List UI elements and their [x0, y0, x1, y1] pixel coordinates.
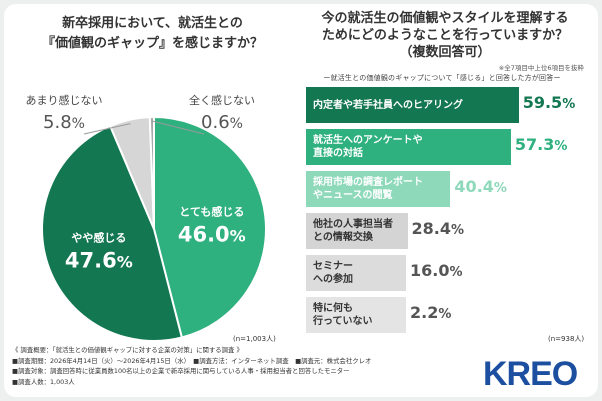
bar-5: セミナー への参加	[306, 255, 406, 291]
bar-label-4: 他社の人事担当者 との情報交換	[313, 219, 393, 243]
bar-row-3: 採用市場の調査レポート やニュースの閲覧 40.4%	[306, 168, 592, 210]
bar-6: 特に何も 行っていない	[306, 297, 406, 333]
footer-line3: ■調査対象：調査回答時に従業員数100名以上の企業で新卒採用に関与している人事・…	[12, 367, 350, 375]
pie-slice-label-2: やや感じる	[71, 231, 126, 245]
bar-row-4: 他社の人事担当者 との情報交換 28.4%	[306, 210, 592, 252]
bar-4: 他社の人事担当者 との情報交換	[306, 213, 408, 249]
bar-label-6: 特に何も 行っていない	[313, 303, 373, 327]
bar-2: 就活生へのアンケートや 直接の対話	[306, 129, 511, 165]
bar-row-2: 就活生へのアンケートや 直接の対話 57.3%	[306, 126, 592, 168]
bar-row-5: セミナー への参加 16.0%	[306, 252, 592, 294]
pie-slice-value-1: 46.0%	[178, 223, 246, 247]
bar-chart-title: 今の就活生の価値観やスタイルを理解する ためにどのようなことを行っていますか？ …	[300, 10, 590, 61]
pie-slice-value-3: 5.8%	[43, 112, 85, 133]
pie-slice-label-4: 全く感じない	[189, 93, 255, 107]
pie-slice-4	[148, 115, 155, 230]
bar-title-line2: ためにどのようなことを行っていますか？	[321, 28, 569, 43]
pie-leader-line-3	[83, 123, 131, 135]
bar-label-3: 採用市場の調査レポート やニュースの閲覧	[313, 177, 423, 201]
pie-slice-value-2: 47.6%	[65, 249, 133, 273]
bar-value-4: 28.4%	[411, 219, 465, 238]
bar-chart-note: ※全7項目中上位6項目を抜粋	[498, 64, 584, 72]
bar-value-2: 57.3%	[514, 135, 568, 154]
footer-line2: ■調査期間：2026年4月14日（火）〜2026年4月15日（水） ■調査方法：…	[12, 356, 372, 365]
pie-title-line2: 『価値観のギャップ』を感じますか？	[41, 36, 263, 51]
bar-3: 採用市場の調査レポート やニュースの閲覧	[306, 171, 451, 207]
pie-slice-label-3: あまり感じない	[26, 94, 103, 107]
bar-label-5: セミナー への参加	[313, 261, 353, 285]
pie-slice-1	[153, 115, 267, 339]
pie-slice-value-4: 0.6%	[201, 112, 243, 133]
bar-title-line1: 今の就活生の価値観やスタイルを理解する	[321, 11, 569, 26]
pie-leader-line-4	[151, 120, 205, 135]
bar-value-1: 59.5%	[522, 93, 576, 112]
bar-chart-subtitle: ー就活生との価値観のギャップについて「感じる」と回答した方が回答ー	[323, 74, 561, 82]
pie-chart-title: 新卒採用において、就活生との 『価値観のギャップ』を感じますか？	[20, 14, 285, 54]
pie-title-line1: 新卒採用において、就活生との	[62, 16, 243, 31]
pie-sample-size: (n=1,003人)	[233, 335, 276, 343]
survey-footer: 《 調査概要：「就活生との価値観ギャップに対する企業の対策」に関する調査 》 ■…	[12, 345, 472, 387]
kreo-logo: KREO	[483, 355, 579, 390]
bar-chart: 内定者や若手社員へのヒアリング 59.5% 就活生へのアンケートや 直接の対話 57.3…	[306, 84, 592, 336]
bar-label-1: 内定者や若手社員へのヒアリング	[313, 99, 463, 111]
bar-value-5: 16.0%	[410, 261, 463, 280]
svg-text:KREO: KREO	[483, 355, 578, 390]
bar-row-1: 内定者や若手社員へのヒアリング 59.5%	[306, 84, 592, 126]
bar-1: 内定者や若手社員へのヒアリング	[306, 87, 519, 123]
pie-slice-label-1: とても感じる	[179, 205, 244, 219]
bar-sample-size: (n=938人)	[548, 335, 585, 343]
bar-label-2: 就活生へのアンケートや 直接の対話	[313, 135, 423, 159]
bar-value-3: 40.4%	[454, 177, 507, 196]
pie-slice-2	[41, 124, 184, 342]
bar-row-6: 特に何も 行っていない 2.2%	[306, 294, 592, 336]
footer-line4: ■調査人数：1,003人	[12, 377, 75, 386]
footer-line1: 《 調査概要：「就活生との価値観ギャップに対する企業の対策」に関する調査 》	[12, 346, 243, 354]
bar-title-line3: （複数回答可）	[399, 45, 491, 60]
bar-value-6: 2.2%	[410, 303, 452, 322]
